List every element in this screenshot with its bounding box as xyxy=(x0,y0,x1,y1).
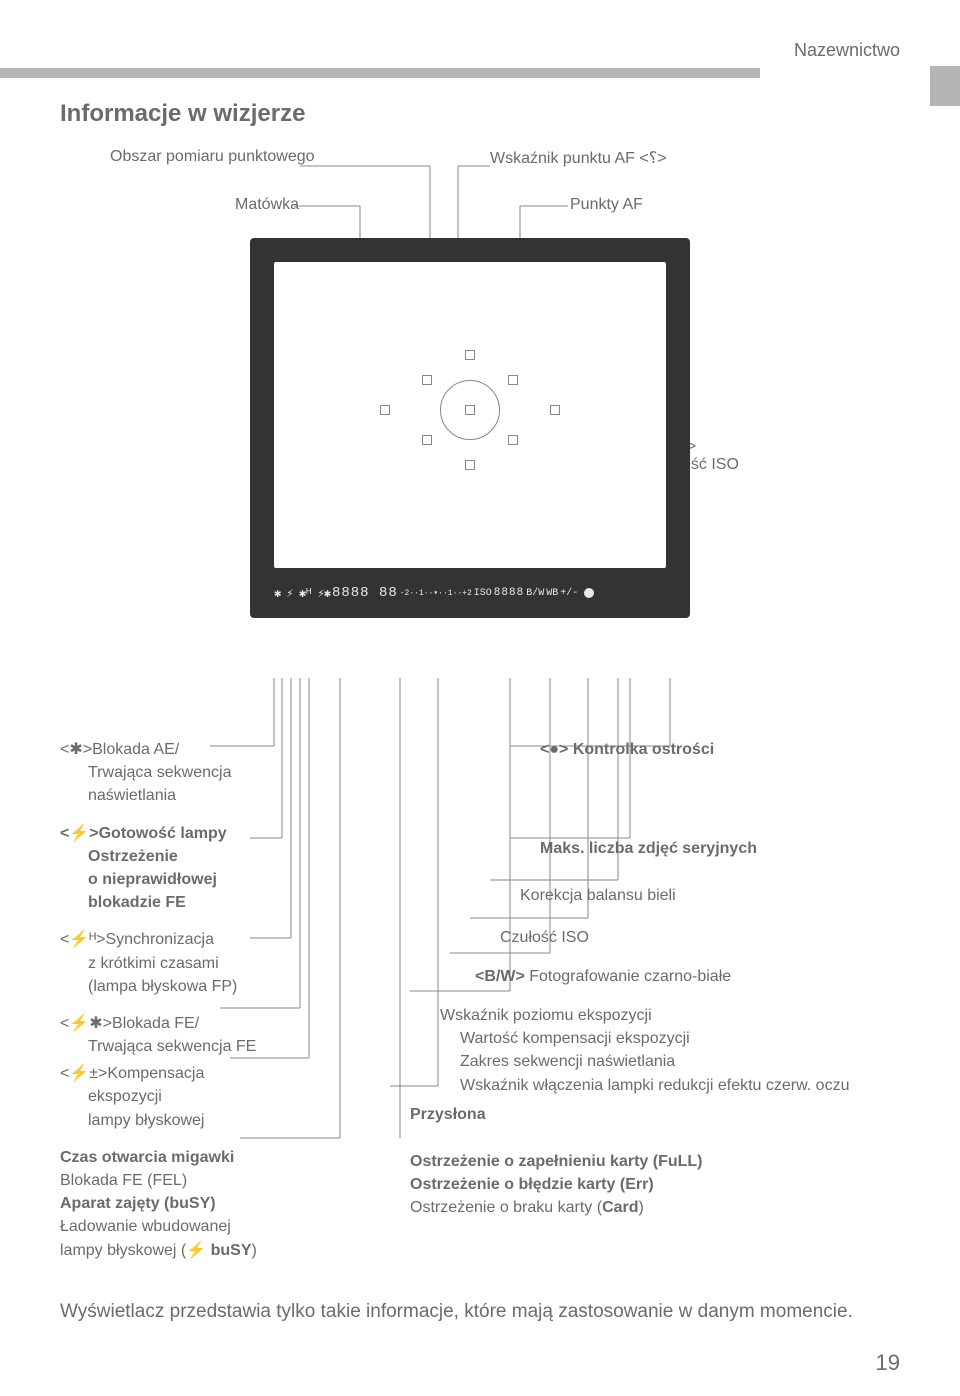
af-point-tl xyxy=(422,375,432,385)
callout-wb-correction: Korekcja balansu bieli xyxy=(520,884,900,907)
label-spot-area: Obszar pomiaru punktowego xyxy=(110,148,315,166)
af-point-center xyxy=(465,405,475,415)
header-bar xyxy=(0,68,760,78)
callout-exposure: Wskaźnik poziomu ekspozycji Wartość komp… xyxy=(440,1004,900,1097)
af-point-left xyxy=(380,405,390,415)
viewfinder-screen xyxy=(274,262,666,568)
vf-bw-label: B/W xyxy=(526,588,544,599)
callout-bw: <B/W> Fotografowanie czarno-białe xyxy=(475,965,900,988)
af-point-top xyxy=(465,350,475,360)
callout-flash-ready: <⚡>Gotowość lampy Ostrzeżenie o nieprawi… xyxy=(60,822,360,915)
callout-shutter-speed: Czas otwarcia migawki Blokada FE (FEL) A… xyxy=(60,1146,360,1262)
vf-pm-label: +/- xyxy=(560,588,578,599)
callout-hss: <⚡ᴴ>Synchronizacja z krótkimi czasami (l… xyxy=(60,928,360,998)
page-number: 19 xyxy=(876,1350,900,1376)
callouts-grid: <✱>Blokada AE/ Trwająca sekwencja naświe… xyxy=(60,738,900,1276)
af-point-bl xyxy=(422,435,432,445)
af-point-br xyxy=(508,435,518,445)
af-point-tr xyxy=(508,375,518,385)
label-af-points: Punkty AF xyxy=(570,196,643,214)
vf-status-icons: ✱ ⚡ ✱ᴴ ⚡✱ xyxy=(274,586,330,601)
label-af-indicator: Wskaźnik punktu AF <⸮> xyxy=(490,148,667,168)
callout-max-burst: Maks. liczba zdjęć seryjnych xyxy=(540,837,900,860)
vf-iso-label: ISO xyxy=(474,588,492,599)
callout-flash-comp: <⚡±>Kompensacja ekspozycji lampy błyskow… xyxy=(60,1062,360,1132)
breadcrumb-title: Nazewnictwo xyxy=(794,40,900,61)
label-focusing-screen: Matówka xyxy=(235,196,299,214)
callout-aperture: Przysłona xyxy=(410,1103,900,1126)
viewfinder-diagram: Obszar pomiaru punktowego Wskaźnik punkt… xyxy=(60,148,900,708)
vf-focus-dot xyxy=(584,588,594,598)
af-point-bottom xyxy=(465,460,475,470)
vf-burst-digits: 8888 xyxy=(494,587,524,599)
section-title: Informacje w wizjerze xyxy=(60,100,900,128)
callout-focus-confirm: <●> Kontrolka ostrości xyxy=(540,738,900,761)
af-point-right xyxy=(550,405,560,415)
callouts-right-column: <●> Kontrolka ostrości Maks. liczba zdję… xyxy=(390,738,900,1276)
vf-exposure-scale: -2··1··▾··1··+2 xyxy=(400,588,472,598)
side-tab xyxy=(930,66,960,106)
callout-card-warnings: Ostrzeżenie o zapełnieniu karty (FuLL) O… xyxy=(410,1150,900,1220)
bottom-note: Wyświetlacz przedstawia tylko takie info… xyxy=(60,1299,900,1326)
callout-iso-sensitivity: Czułość ISO xyxy=(500,926,900,949)
callouts-left-column: <✱>Blokada AE/ Trwająca sekwencja naświe… xyxy=(60,738,360,1276)
viewfinder-frame: ✱ ⚡ ✱ᴴ ⚡✱ 8888 88 -2··1··▾··1··+2 ISO 88… xyxy=(250,238,690,618)
callout-ae-lock: <✱>Blokada AE/ Trwająca sekwencja naświe… xyxy=(60,738,360,808)
header: Nazewnictwo xyxy=(60,40,900,70)
callout-fe-lock: <⚡✱>Blokada FE/ Trwająca sekwencja FE xyxy=(60,1012,360,1058)
viewfinder-status-bar: ✱ ⚡ ✱ᴴ ⚡✱ 8888 88 -2··1··▾··1··+2 ISO 88… xyxy=(274,580,666,606)
vf-shutter-digits: 8888 88 xyxy=(332,585,398,601)
vf-wb-label: WB xyxy=(546,588,558,599)
